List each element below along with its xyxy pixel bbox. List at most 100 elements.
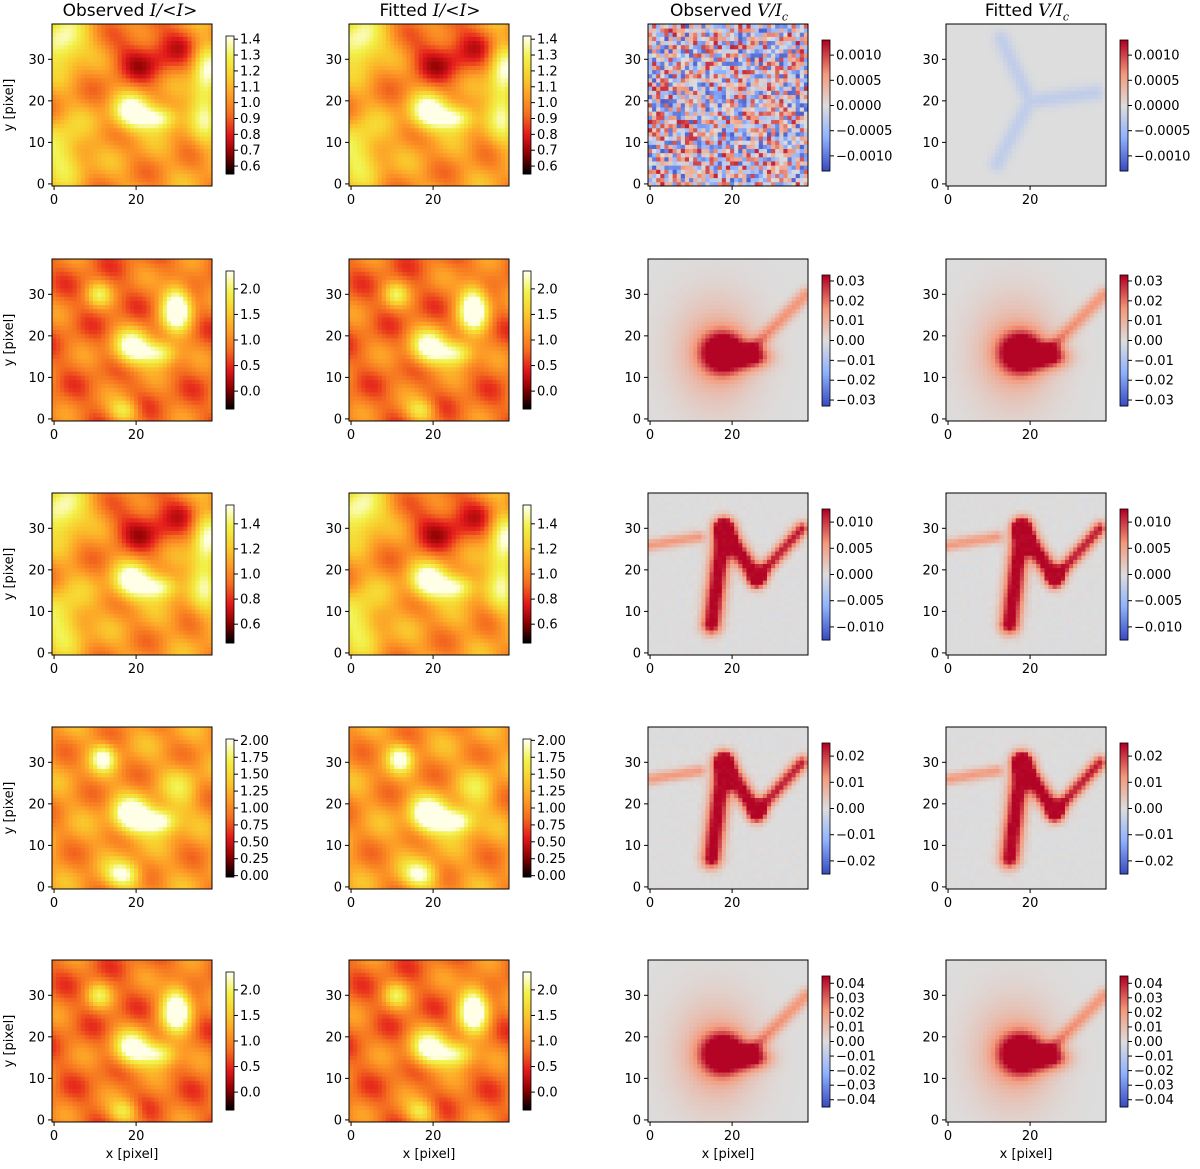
heatmap-cell xyxy=(64,169,69,174)
heatmap-cell xyxy=(88,177,94,183)
heatmap-cell xyxy=(672,161,678,166)
heatmap-cell xyxy=(463,107,469,112)
heatmap-cell xyxy=(783,94,788,100)
heatmap-cell xyxy=(207,132,213,137)
heatmap-cell xyxy=(187,148,192,154)
heatmap-cell xyxy=(730,156,735,162)
heatmap-cell xyxy=(492,86,498,91)
heatmap-cell xyxy=(373,156,379,162)
heatmap-cell xyxy=(693,127,698,133)
heatmap-cell xyxy=(377,107,383,112)
heatmap-cell xyxy=(361,98,366,104)
heatmap-cell xyxy=(693,44,698,50)
heatmap-cell xyxy=(779,132,784,137)
heatmap-cell xyxy=(84,115,90,120)
heatmap-cell xyxy=(166,40,172,46)
heatmap-cell xyxy=(166,107,172,112)
heatmap-cell xyxy=(709,48,715,54)
heatmap-cell xyxy=(349,127,354,133)
heatmap-cell xyxy=(142,165,147,170)
heatmap-cell xyxy=(183,144,188,150)
heatmap-cell xyxy=(480,119,485,125)
heatmap-cell xyxy=(754,82,760,87)
heatmap-cell xyxy=(500,44,506,50)
heatmap-cell xyxy=(418,107,424,112)
heatmap-cell xyxy=(787,40,792,46)
colorbar-segment xyxy=(523,151,531,154)
heatmap-cell xyxy=(394,86,399,91)
heatmap-cell xyxy=(467,73,473,79)
colorbar-segment xyxy=(523,109,531,113)
heatmap-cell xyxy=(455,61,461,66)
heatmap-cell xyxy=(88,28,94,33)
heatmap-cell xyxy=(492,94,498,100)
heatmap-cell xyxy=(349,94,354,100)
heatmap-cell xyxy=(697,148,702,154)
heatmap-cell xyxy=(660,111,665,116)
heatmap-cell xyxy=(734,94,739,100)
heatmap-cell xyxy=(406,169,411,174)
heatmap-cell xyxy=(447,82,452,87)
heatmap-cell xyxy=(357,48,362,54)
heatmap-cell xyxy=(187,181,192,187)
heatmap-cell xyxy=(398,57,403,62)
heatmap-cell xyxy=(738,107,743,112)
heatmap-cell xyxy=(72,123,78,129)
heatmap-cell xyxy=(203,181,209,187)
heatmap-cell xyxy=(170,140,176,145)
heatmap-cell xyxy=(353,136,358,141)
heatmap-cell xyxy=(783,111,788,116)
heatmap-cell xyxy=(385,98,391,104)
heatmap-cell xyxy=(101,115,106,120)
heatmap-cell xyxy=(101,40,106,46)
heatmap-cell xyxy=(962,181,967,187)
heatmap-cell xyxy=(783,173,788,179)
heatmap-cell xyxy=(762,165,768,170)
heatmap-cell xyxy=(121,86,127,91)
heatmap-cell xyxy=(373,140,379,145)
heatmap-cell xyxy=(170,78,176,83)
heatmap-cell xyxy=(170,98,176,104)
heatmap-cell xyxy=(754,107,760,112)
heatmap-cell xyxy=(398,53,403,58)
heatmap-cell xyxy=(369,36,375,42)
heatmap-cell xyxy=(162,136,168,141)
heatmap-cell xyxy=(84,40,90,46)
heatmap-cell xyxy=(443,98,448,104)
heatmap-cell xyxy=(684,148,690,154)
heatmap-cell xyxy=(738,40,743,46)
heatmap-cell xyxy=(684,140,690,145)
heatmap-cell xyxy=(101,57,106,62)
heatmap-cell xyxy=(357,40,362,46)
heatmap-cell xyxy=(734,36,739,42)
heatmap-cell xyxy=(410,73,416,79)
heatmap-cell xyxy=(725,73,731,79)
heatmap-cell xyxy=(656,165,661,170)
heatmap-cell xyxy=(162,24,168,29)
heatmap-cell xyxy=(459,40,465,46)
heatmap-cell xyxy=(361,94,366,100)
heatmap-cell xyxy=(713,169,719,174)
heatmap-cell xyxy=(684,69,690,75)
heatmap-cell xyxy=(1007,181,1013,187)
heatmap-cell xyxy=(775,115,780,120)
heatmap-cell xyxy=(402,115,407,120)
heatmap-cell xyxy=(451,161,457,166)
heatmap-cell xyxy=(385,144,391,150)
heatmap-cell xyxy=(52,36,57,42)
heatmap-cell xyxy=(783,57,788,62)
heatmap-cell xyxy=(799,73,805,79)
heatmap-cell xyxy=(68,123,73,129)
heatmap-cell xyxy=(455,161,461,166)
heatmap-cell xyxy=(80,136,86,141)
heatmap-cell xyxy=(162,57,168,62)
heatmap-cell xyxy=(668,32,674,37)
heatmap-cell xyxy=(689,69,694,75)
heatmap-cell xyxy=(402,28,407,33)
colorbar-segment xyxy=(226,65,234,69)
heatmap-cell xyxy=(187,136,192,141)
heatmap-cell xyxy=(504,173,510,179)
heatmap-cell xyxy=(97,78,102,83)
heatmap-cell xyxy=(390,127,395,133)
heatmap-cell xyxy=(195,98,201,104)
